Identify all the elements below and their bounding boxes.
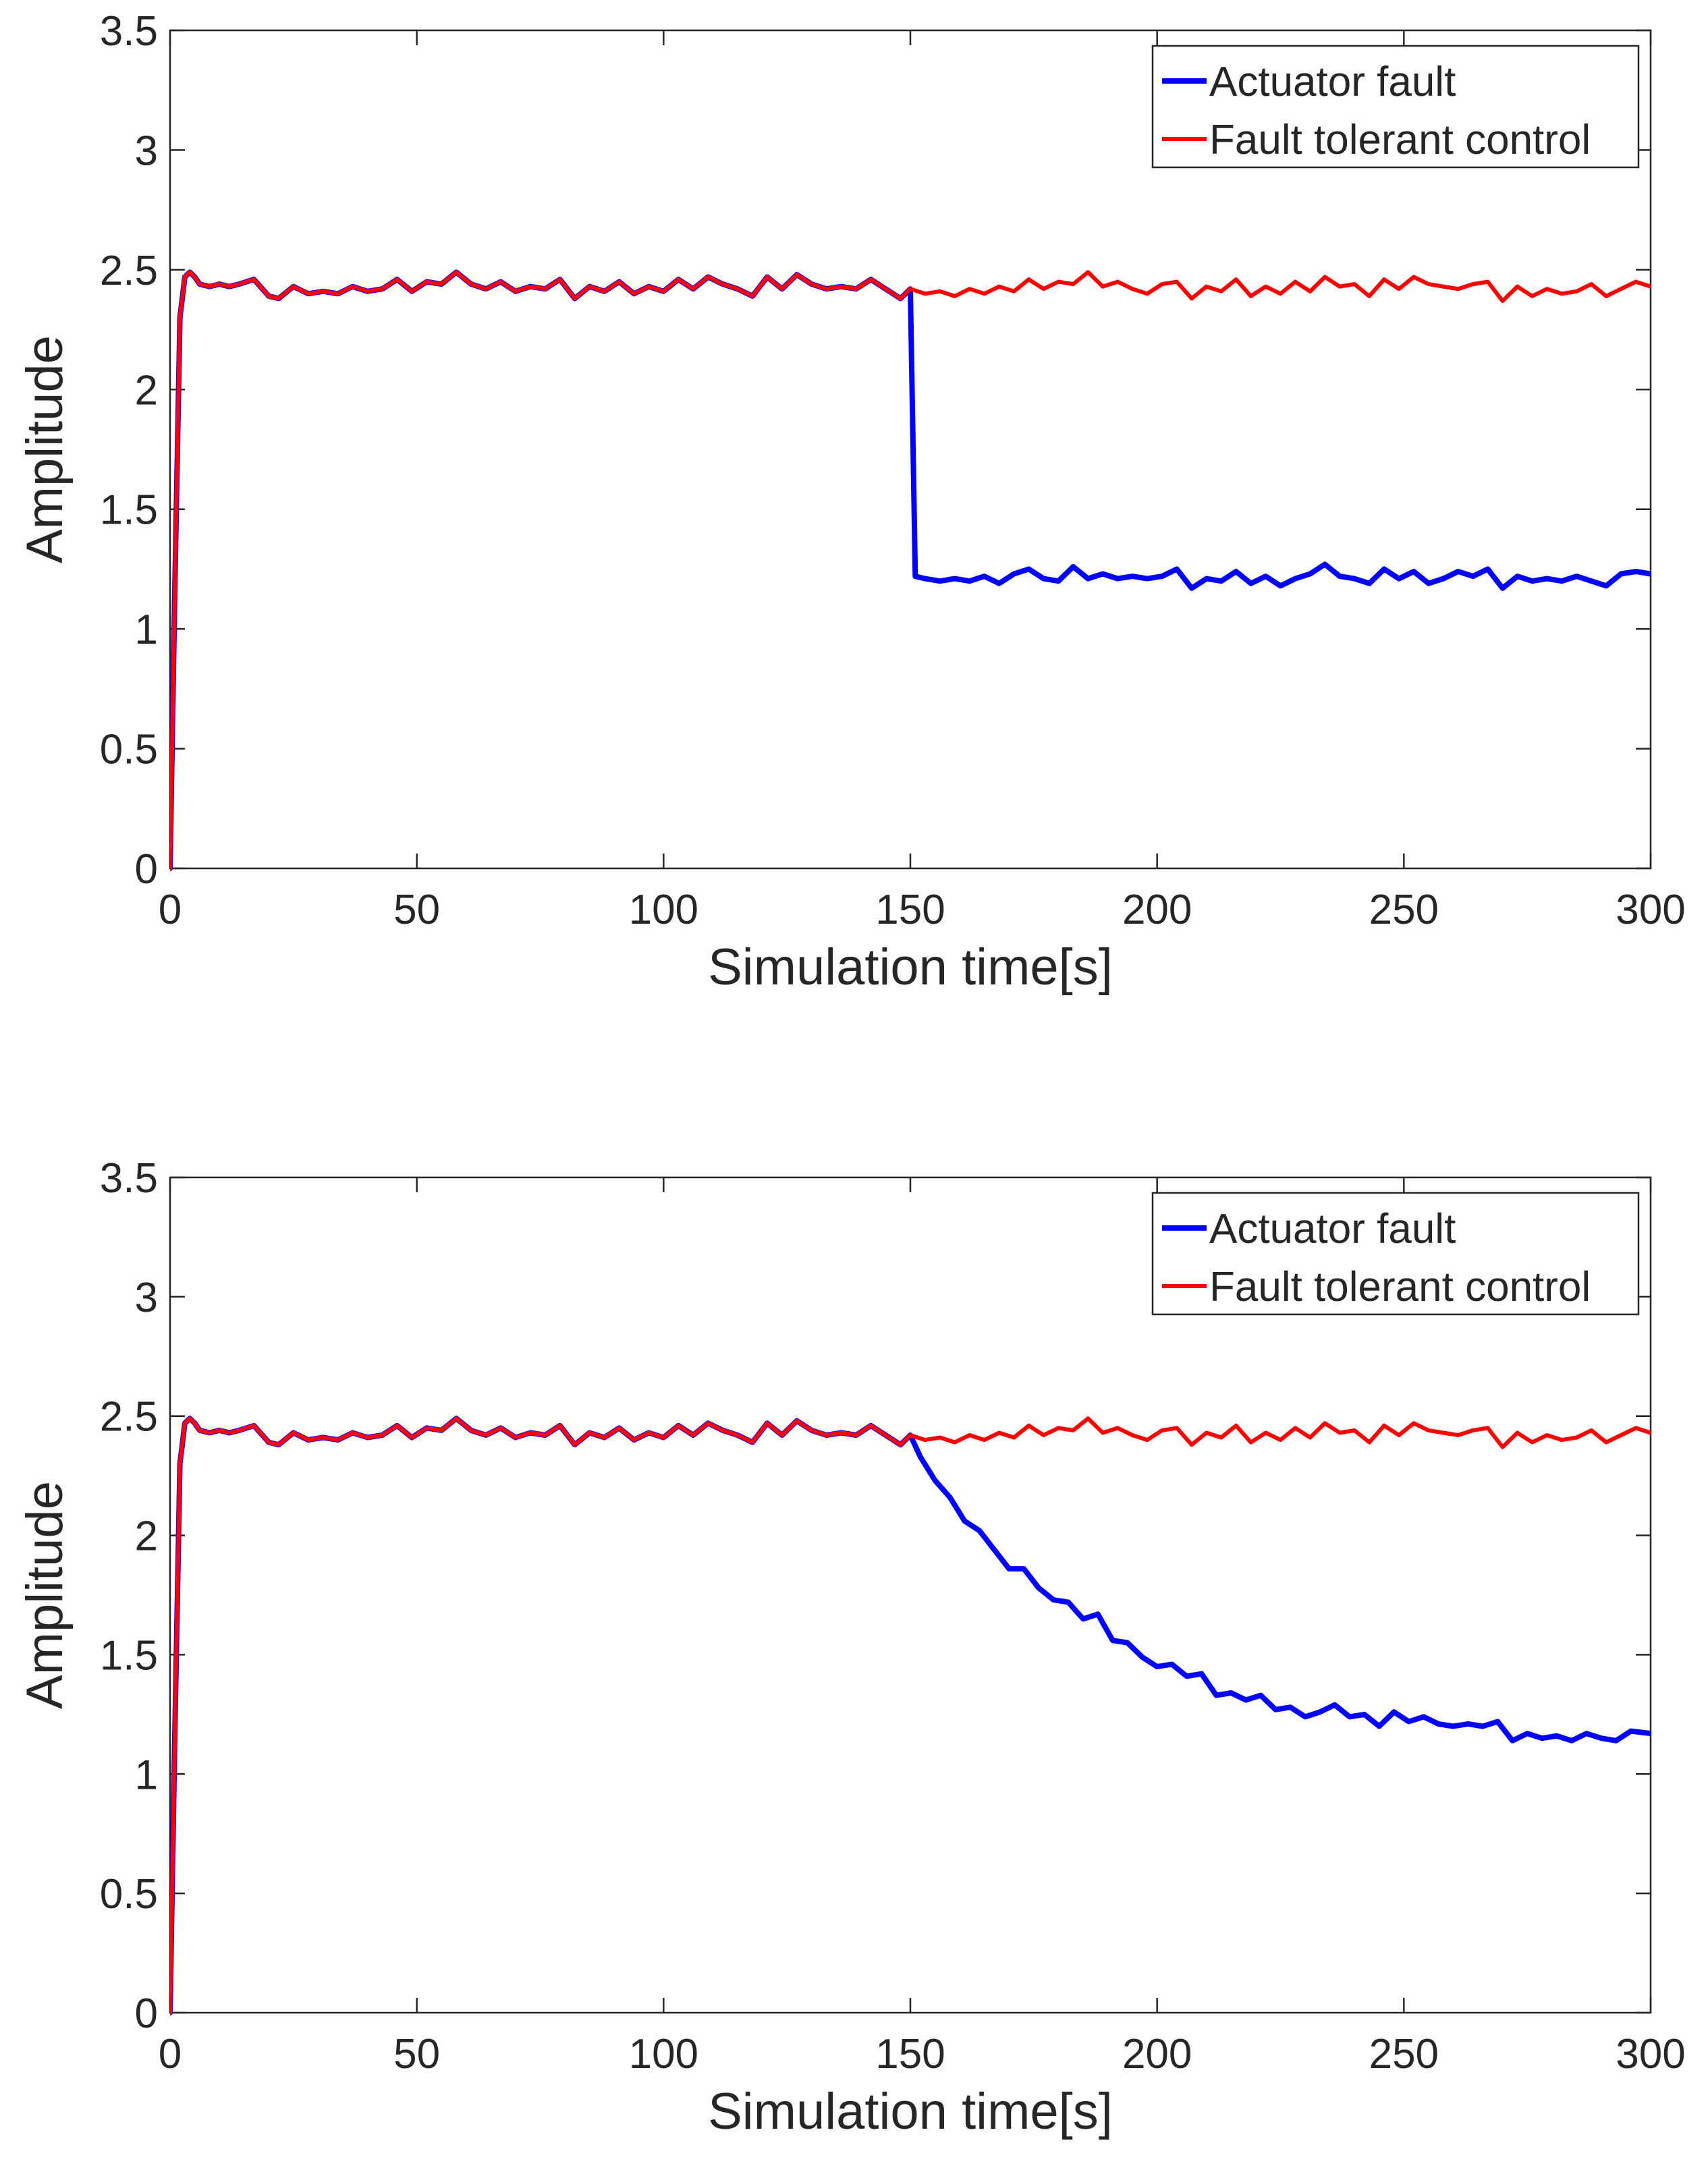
y-tick-label: 1 bbox=[135, 1752, 158, 1798]
x-tick-label: 200 bbox=[1122, 2031, 1192, 2077]
y-tick-label: 3.5 bbox=[100, 1155, 158, 1202]
series-line-fault-tolerant-control bbox=[170, 270, 1651, 870]
y-tick-label: 3.5 bbox=[100, 8, 158, 55]
top-chart-panel: 0 0.5 1 1.5 2 2.5 3 3.5 0 50 100 150 200 250 300 Simula… bbox=[16, 8, 1686, 996]
legend-box bbox=[1151, 45, 1640, 169]
y-tick-label: 1 bbox=[135, 607, 158, 653]
y-tick-label: 0 bbox=[135, 1990, 158, 2037]
y-tick-label: 2.5 bbox=[100, 248, 158, 294]
y-tick-label: 3 bbox=[135, 1275, 158, 1321]
legend-label: Fault tolerant control bbox=[1209, 1264, 1591, 1310]
y-tick-label: 1.5 bbox=[100, 1632, 158, 1679]
x-tick-label: 0 bbox=[159, 2031, 182, 2077]
x-tick-label: 100 bbox=[629, 2031, 698, 2077]
x-axis-label: Simulation time[s] bbox=[708, 2083, 1113, 2140]
plot-area bbox=[169, 1176, 1652, 2014]
legend-label: Actuator fault bbox=[1209, 59, 1456, 105]
y-tick-label: 2 bbox=[135, 1513, 158, 1560]
x-tick-label: 250 bbox=[1369, 887, 1439, 933]
x-tick-label: 0 bbox=[159, 887, 182, 933]
y-tick-label: 3 bbox=[135, 128, 158, 174]
legend-label: Actuator fault bbox=[1209, 1206, 1456, 1252]
y-tick-label: 0 bbox=[135, 846, 158, 893]
x-tick-label: 50 bbox=[393, 2031, 440, 2077]
x-tick-label: 300 bbox=[1616, 887, 1685, 933]
x-tick-label: 50 bbox=[393, 887, 440, 933]
series-line-fault-tolerant-control bbox=[170, 1416, 1651, 2015]
y-tick-label: 2.5 bbox=[100, 1394, 158, 1441]
legend-label: Fault tolerant control bbox=[1209, 117, 1591, 163]
legend-box bbox=[1151, 1192, 1640, 1316]
x-axis-label: Simulation time[s] bbox=[708, 939, 1113, 996]
x-tick-label: 150 bbox=[875, 2031, 945, 2077]
y-tick-label: 0.5 bbox=[100, 1871, 158, 1918]
x-tick-label: 300 bbox=[1616, 2031, 1685, 2077]
y-tick-label: 2 bbox=[135, 367, 158, 414]
x-tick-label: 100 bbox=[629, 887, 698, 933]
x-tick-label: 200 bbox=[1122, 887, 1192, 933]
y-axis-label: Amplitude bbox=[16, 335, 74, 563]
x-tick-label: 150 bbox=[875, 887, 945, 933]
y-tick-label: 1.5 bbox=[100, 487, 158, 534]
x-tick-label: 250 bbox=[1369, 2031, 1439, 2077]
y-axis-label: Amplitude bbox=[16, 1481, 74, 1709]
y-tick-label: 0.5 bbox=[100, 727, 158, 773]
plot-area bbox=[169, 29, 1652, 870]
bottom-chart-panel: 0 0.5 1 1.5 2 2.5 3 3.5 0 50 100 150 200 250 300 Simula… bbox=[16, 1155, 1686, 2140]
